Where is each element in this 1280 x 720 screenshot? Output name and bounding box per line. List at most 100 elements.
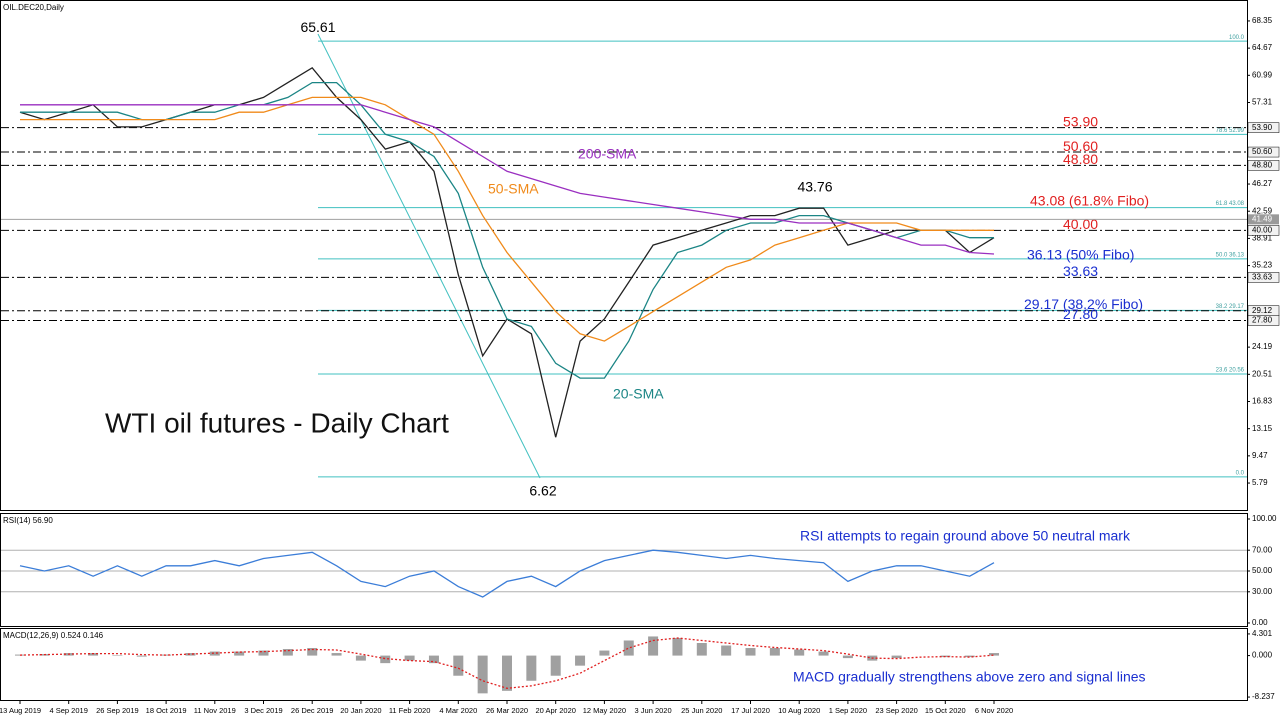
macd-bar — [88, 653, 99, 656]
macd-bar — [282, 649, 293, 656]
macd-bar — [380, 655, 391, 664]
series-line — [20, 104, 995, 255]
macd-bar — [161, 654, 172, 656]
rsi-annotation: RSI attempts to regain ground above 50 n… — [800, 528, 1131, 544]
y-tick-label: 68.35 — [1252, 16, 1273, 25]
peak-label: 65.61 — [300, 19, 335, 35]
x-tick-label: 13 Aug 2019 — [0, 706, 41, 715]
x-tick-label: 11 Feb 2020 — [389, 706, 431, 715]
macd-bar — [989, 653, 999, 656]
last-price-label: 41.49 — [1252, 214, 1273, 223]
y-tick-label: 13.15 — [1252, 424, 1273, 433]
fibo-label: 38.2 29.17 — [1216, 304, 1245, 310]
x-tick-label: 25 Jun 2020 — [681, 706, 722, 715]
y-tick-label: 100.00 — [1252, 514, 1277, 523]
macd-bar — [672, 637, 683, 656]
level-annotation: 33.63 — [1063, 263, 1098, 279]
x-tick-label: 17 Jul 2020 — [731, 706, 770, 715]
macd-bar — [307, 648, 318, 656]
x-tick-label: 3 Jun 2020 — [635, 706, 672, 715]
macd-bar — [428, 655, 439, 664]
macd-annotation: MACD gradually strengthens above zero an… — [793, 669, 1146, 685]
series-label: 50-SMA — [488, 181, 539, 197]
y-tick-label: 20.51 — [1252, 369, 1273, 378]
macd-bar — [209, 651, 220, 656]
level-annotation: 40.00 — [1063, 216, 1098, 232]
macd-bar — [453, 655, 464, 676]
level-tag-label: 48.80 — [1252, 160, 1273, 169]
y-tick-label: 57.31 — [1252, 98, 1273, 107]
macd-bar — [234, 651, 245, 656]
last-price-tag — [1248, 214, 1279, 225]
y-tick-label: 9.47 — [1252, 451, 1268, 460]
rsi-panel — [0, 513, 1248, 627]
level-tag — [1247, 160, 1280, 171]
series-line — [20, 81, 994, 379]
macd-bar — [891, 655, 902, 659]
level-tag-label: 27.80 — [1252, 316, 1273, 325]
macd-bar — [502, 655, 512, 691]
macd-bar — [964, 655, 975, 658]
fibo-annotation: 43.08 (61.8% Fibo) — [1030, 192, 1149, 208]
macd-bar — [842, 655, 853, 659]
x-tick-label: 3 Dec 2019 — [244, 706, 282, 715]
rsi-title: RSI(14) 56.90 — [3, 516, 53, 525]
fibo-annotation: 36.13 (50% Fibo) — [1027, 247, 1134, 263]
y-tick-label: 16.83 — [1252, 397, 1273, 406]
y-tick-label: 24.19 — [1252, 342, 1273, 351]
macd-bar — [575, 655, 586, 666]
x-tick-label: 26 Sep 2019 — [96, 706, 139, 715]
series-line — [19, 637, 995, 689]
level-annotation: 48.80 — [1063, 151, 1098, 167]
y-tick-label: 0.00 — [1252, 618, 1268, 627]
fibo-label: 0.0 — [1236, 470, 1245, 476]
level-tag-label: 50.60 — [1252, 147, 1273, 156]
x-tick-label: 20 Apr 2020 — [535, 706, 575, 715]
x-tick-label: 26 Mar 2020 — [486, 706, 528, 715]
y-tick-label: 30.00 — [1252, 587, 1273, 596]
macd-bar — [721, 645, 732, 656]
x-tick-label: 4 Sep 2019 — [50, 706, 88, 715]
level-tag — [1247, 146, 1280, 158]
macd-bar — [404, 655, 415, 661]
x-tick-label: 18 Oct 2019 — [146, 706, 187, 715]
y-tick-label: 64.67 — [1252, 43, 1273, 52]
level-tag-label: 29.12 — [1252, 306, 1273, 315]
y-tick-label: 46.27 — [1252, 179, 1273, 188]
macd-bar — [550, 655, 561, 676]
y-tick-label: 35.23 — [1252, 261, 1273, 270]
y-tick-label: 38.91 — [1252, 234, 1273, 243]
series-label: 200-SMA — [578, 146, 637, 162]
series-line — [19, 549, 995, 598]
chart-title: OIL.DEC20,Daily — [3, 3, 64, 12]
y-tick-label: 42.59 — [1252, 206, 1273, 215]
macd-bar — [794, 649, 805, 656]
macd-bar — [258, 650, 269, 656]
y-tick-label: 50.00 — [1252, 566, 1273, 575]
x-tick-label: 15 Oct 2020 — [925, 706, 966, 715]
fibo-annotation: 29.17 (38.2% Fibo) — [1024, 296, 1143, 312]
main-panel — [0, 0, 1248, 511]
y-tick-label: 70.00 — [1252, 545, 1273, 554]
macd-bar — [599, 650, 610, 656]
fibo-label: 50.0 36.13 — [1216, 253, 1245, 259]
level-tag-label: 40.00 — [1252, 225, 1273, 234]
macd-bar — [745, 648, 756, 656]
level-tag — [1247, 315, 1280, 326]
macd-bar — [185, 653, 196, 656]
macd-bar — [136, 655, 147, 657]
fibo-label: 61.8 43.08 — [1216, 201, 1245, 207]
level-annotation: 53.90 — [1063, 113, 1098, 129]
macd-bar — [769, 648, 780, 656]
level-annotation: 27.80 — [1063, 306, 1098, 322]
y-tick-label: 0.000 — [1252, 651, 1273, 660]
macd-bar — [526, 655, 537, 681]
peak-label: 43.76 — [797, 178, 832, 194]
x-tick-label: 20 Jan 2020 — [340, 706, 381, 715]
x-tick-label: 6 Nov 2020 — [975, 706, 1013, 715]
macd-bar — [331, 653, 342, 656]
level-tag-label: 33.63 — [1252, 273, 1273, 282]
level-tag — [1247, 225, 1280, 236]
x-tick-label: 4 Mar 2020 — [439, 706, 477, 715]
